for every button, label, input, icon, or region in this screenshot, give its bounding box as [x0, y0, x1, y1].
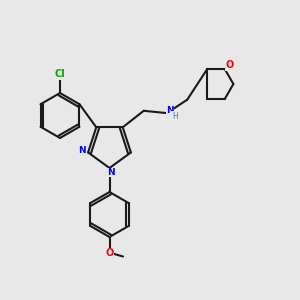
Text: O: O	[226, 60, 234, 70]
Text: Cl: Cl	[55, 69, 65, 79]
Text: N: N	[107, 168, 115, 177]
Text: O: O	[105, 248, 114, 259]
Text: N: N	[166, 106, 174, 115]
Text: N: N	[78, 146, 85, 155]
Text: H: H	[172, 112, 178, 121]
